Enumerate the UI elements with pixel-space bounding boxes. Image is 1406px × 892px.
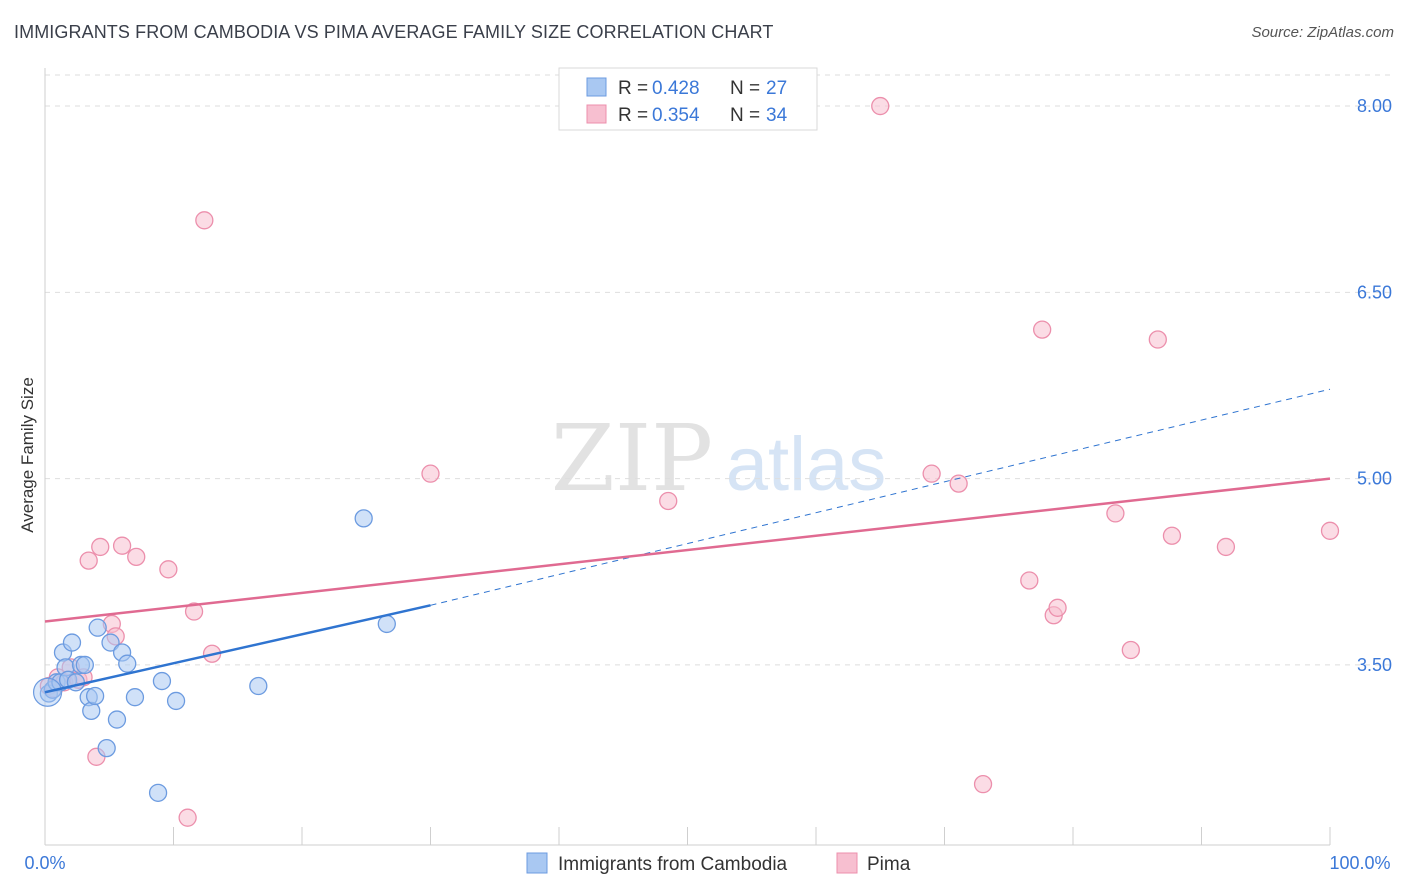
pima-point [1048, 598, 1067, 617]
cambodia-point [66, 673, 85, 692]
pima-point [1216, 537, 1236, 557]
cambodia-point [75, 655, 94, 675]
cambodia-point [107, 710, 127, 729]
cambodia-point [101, 633, 120, 652]
cambodia-point [97, 738, 116, 758]
stats-r-label: R = [618, 105, 648, 126]
chart-title: IMMIGRANTS FROM CAMBODIA VS PIMA AVERAGE… [14, 22, 774, 42]
cambodia-point [249, 676, 268, 696]
legend-label-cambodia: Immigrants from Cambodia [558, 854, 788, 875]
cambodia-point [377, 614, 396, 634]
pima-point [127, 547, 146, 567]
pima-point [973, 774, 993, 794]
pima-point [659, 491, 678, 511]
pima-trend-line [44, 477, 1331, 623]
pima-point [1320, 521, 1340, 540]
pima-point [91, 537, 110, 557]
stats-swatch-pima [586, 104, 607, 124]
pima-point [1162, 526, 1182, 545]
y-tick-label: 5.00 [1357, 469, 1392, 489]
cambodia-point [85, 686, 105, 706]
cambodia-point [62, 633, 82, 652]
stats-n-value: 34 [766, 105, 788, 126]
pima-point [1106, 504, 1125, 523]
stats-n-label: N = [730, 105, 760, 126]
watermark-atlas: atlas [726, 422, 887, 507]
pima-point [195, 211, 214, 230]
pima-point [178, 808, 197, 827]
stats-r-label: R = [618, 78, 648, 99]
pima-point [1148, 330, 1167, 349]
stats-n-value: 27 [766, 78, 787, 99]
cambodia-trend-dashed [430, 388, 1331, 606]
pima-point [112, 536, 132, 555]
pima-point [949, 474, 968, 493]
legend-swatch-cambodia [526, 852, 548, 874]
watermark-zip: ZIP [551, 405, 713, 512]
legend-label-pima: Pima [867, 854, 911, 875]
cambodia-point [88, 618, 107, 637]
cambodia-point [82, 701, 101, 721]
cambodia-point [166, 691, 186, 711]
stats-n-label: N = [730, 78, 760, 99]
cambodia-trend-line [44, 604, 431, 694]
pima-point [159, 560, 178, 579]
cambodia-point [125, 688, 145, 707]
stats-swatch-cambodia [586, 77, 607, 97]
pima-point [421, 464, 440, 483]
pima-point [79, 551, 98, 570]
pima-point [1033, 320, 1052, 339]
cambodia-point [354, 509, 373, 528]
pima-point [871, 96, 890, 116]
y-tick-label: 8.00 [1357, 96, 1392, 116]
x-tick-label: 0.0% [24, 853, 65, 873]
pima-point [184, 602, 204, 621]
source-label: Source: ZipAtlas.com [1251, 24, 1394, 41]
y-tick-label: 6.50 [1357, 282, 1392, 302]
pima-point [1020, 571, 1039, 590]
y-tick-label: 3.50 [1357, 655, 1392, 675]
stats-r-value: 0.428 [652, 78, 700, 99]
legend-swatch-pima [836, 852, 858, 874]
pima-point [1121, 640, 1140, 660]
cambodia-point [118, 654, 137, 673]
pima-point [922, 464, 941, 483]
x-tick-label: 100.0% [1329, 853, 1390, 873]
stats-r-value: 0.354 [652, 105, 700, 126]
cambodia-point [152, 671, 172, 691]
cambodia-point [148, 783, 168, 802]
